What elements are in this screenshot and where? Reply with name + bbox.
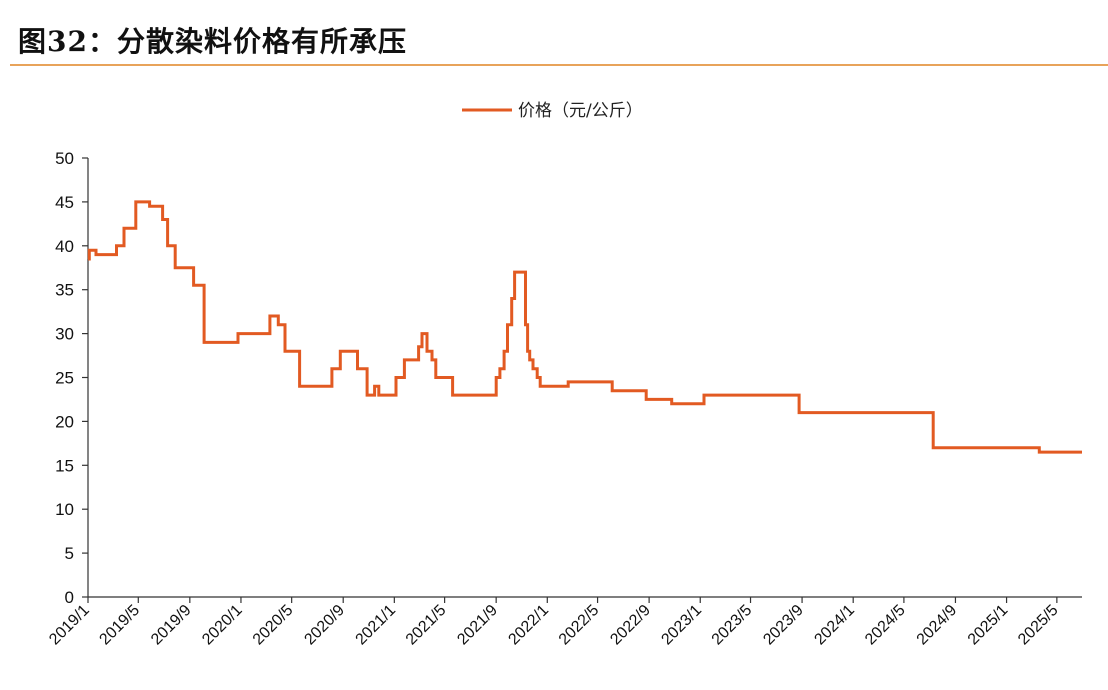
- x-axis: 2019/1 2019/5 2019/9 2020/1 2020/5 2020/9 2021…: [46, 596, 1082, 649]
- y-tick-label: 45: [55, 193, 74, 212]
- x-tick-label: 2021/5: [403, 602, 450, 649]
- y-axis: 0 5 10 15 20 25 30 35 40 45 50: [55, 149, 89, 607]
- x-tick-label: 2020/9: [301, 602, 348, 649]
- y-tick-label: 10: [55, 500, 74, 519]
- x-tick-label: 2023/5: [709, 602, 756, 649]
- x-tick-label: 2023/1: [658, 602, 705, 649]
- y-tick-label: 15: [55, 456, 74, 475]
- x-tick-label: 2019/5: [96, 602, 143, 649]
- y-tick-label: 30: [55, 325, 74, 344]
- x-tick-label: 2019/9: [148, 602, 195, 649]
- title-divider: [10, 64, 1108, 66]
- y-tick-label: 20: [55, 412, 74, 431]
- x-tick-label: 2021/1: [353, 602, 400, 649]
- y-tick-label: 0: [65, 588, 74, 607]
- chart-legend: 价格（元/公斤）: [462, 101, 643, 121]
- x-tick-label: 2022/9: [607, 602, 654, 649]
- y-tick-label: 25: [55, 369, 74, 388]
- x-tick-label: 2024/9: [914, 602, 961, 649]
- x-tick-label: 2020/5: [250, 602, 297, 649]
- x-tick-label: 2025/1: [965, 602, 1012, 649]
- x-tick-label: 2022/5: [556, 602, 603, 649]
- figure-title: 图32：分散染料价格有所承压: [18, 25, 407, 58]
- price-series-line: [87, 200, 1082, 454]
- y-tick-label: 35: [55, 281, 74, 300]
- y-tick-label: 5: [65, 544, 74, 563]
- x-tick-label: 2019/1: [46, 602, 93, 649]
- x-tick-label: 2025/5: [1015, 602, 1062, 649]
- legend-label: 价格（元/公斤）: [518, 101, 643, 121]
- x-tick-label: 2024/1: [811, 602, 858, 649]
- x-tick-label: 2022/1: [505, 602, 552, 649]
- x-tick-label: 2020/1: [199, 602, 246, 649]
- y-tick-label: 40: [55, 237, 74, 256]
- x-tick-label: 2021/9: [454, 602, 501, 649]
- y-tick-label: 50: [55, 149, 74, 168]
- x-tick-label: 2024/5: [862, 602, 909, 649]
- x-tick-label: 2023/9: [760, 602, 807, 649]
- plot-area: [87, 200, 1082, 454]
